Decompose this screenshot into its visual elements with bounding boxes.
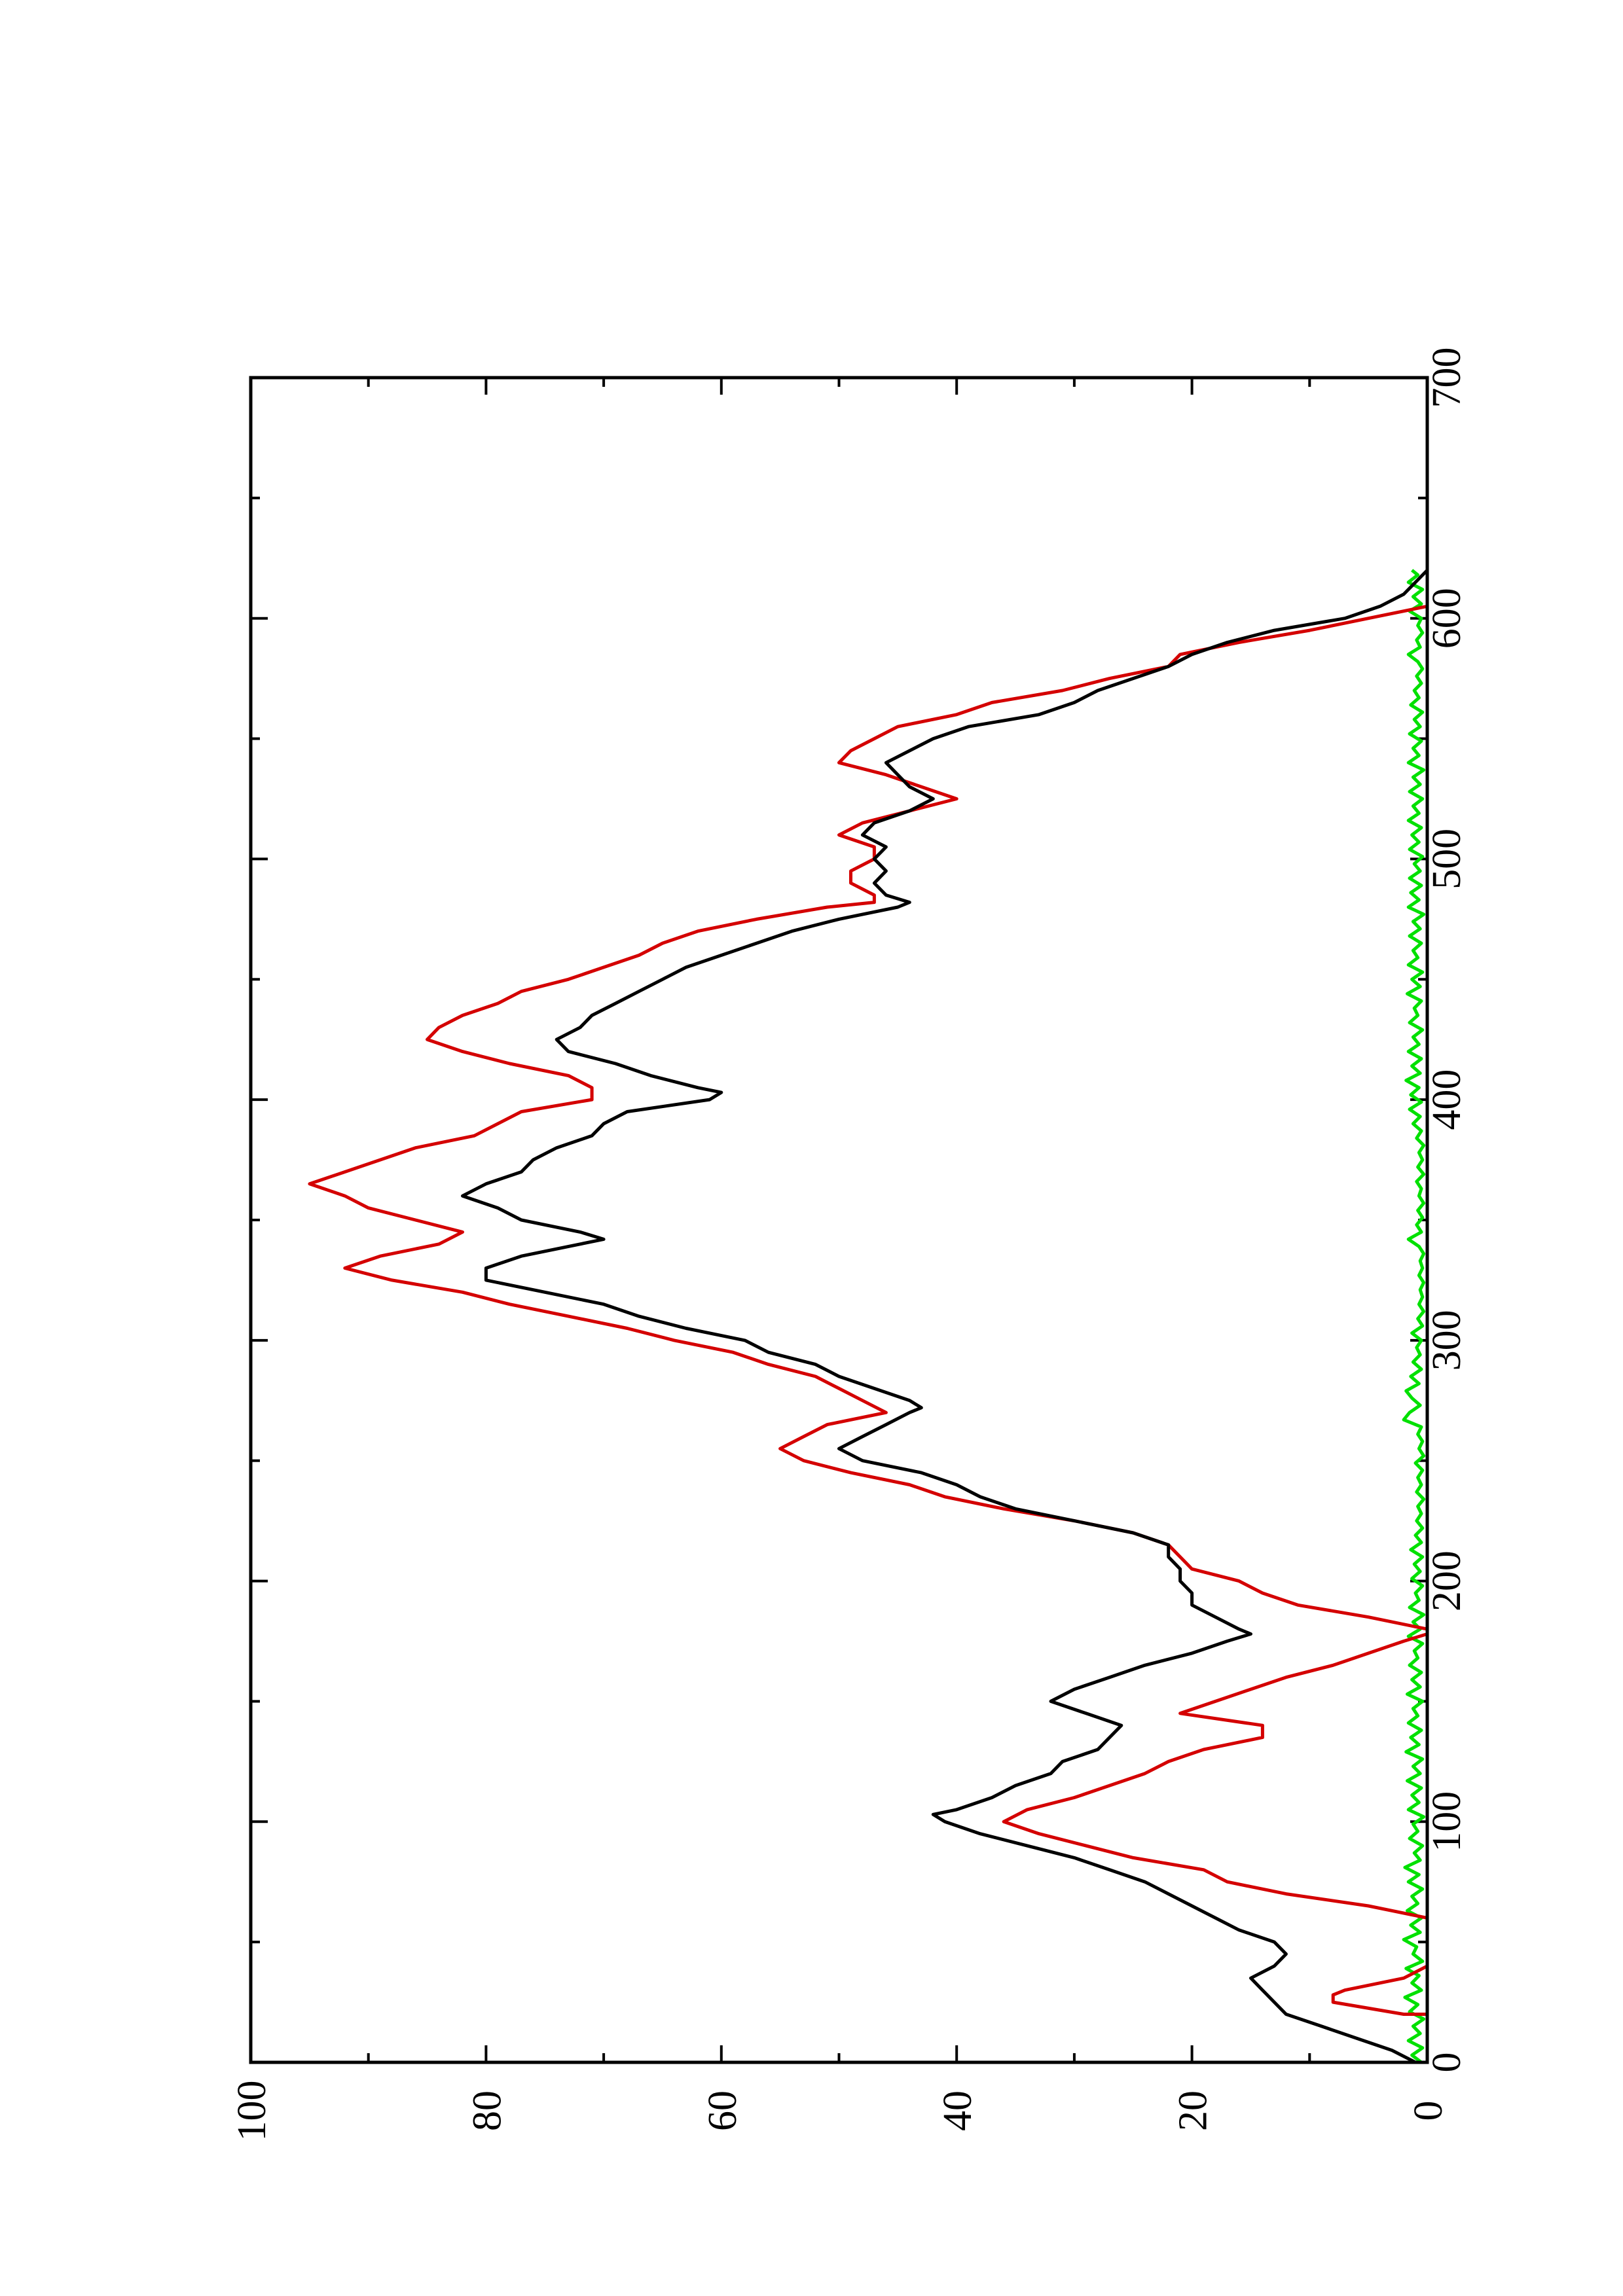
series-group — [308, 569, 1429, 2064]
plot-frame — [249, 376, 1429, 2064]
y-tick-label: 40 — [936, 2090, 980, 2131]
y-tick-label: 80 — [465, 2090, 509, 2131]
x-tick-label: 600 — [1425, 588, 1469, 649]
x-tick-label: 700 — [1425, 348, 1469, 408]
x-tick-label: 200 — [1425, 1551, 1469, 1611]
x-tick-label: 400 — [1425, 1069, 1469, 1130]
x-tick-label: 500 — [1425, 829, 1469, 889]
x-tick-label: 0 — [1425, 2053, 1469, 2073]
y-tick-labels: 0 20 40 60 80 100 — [230, 2081, 1451, 2142]
series-line-1 — [308, 570, 1429, 2062]
y-tick-label: 100 — [230, 2081, 274, 2142]
axis-ticks — [249, 376, 1429, 2064]
x-tick-label: 100 — [1425, 1791, 1469, 1852]
y-tick-label: 60 — [701, 2090, 745, 2131]
series-line-2 — [1402, 569, 1426, 2064]
y-tick-label: 20 — [1171, 2090, 1216, 2131]
x-tick-labels: 0 100 200 300 400 500 600 700 — [1425, 348, 1469, 2073]
x-tick-label: 300 — [1425, 1310, 1469, 1371]
y-tick-label: 0 — [1406, 2101, 1451, 2121]
series-line-0 — [461, 569, 1429, 2064]
